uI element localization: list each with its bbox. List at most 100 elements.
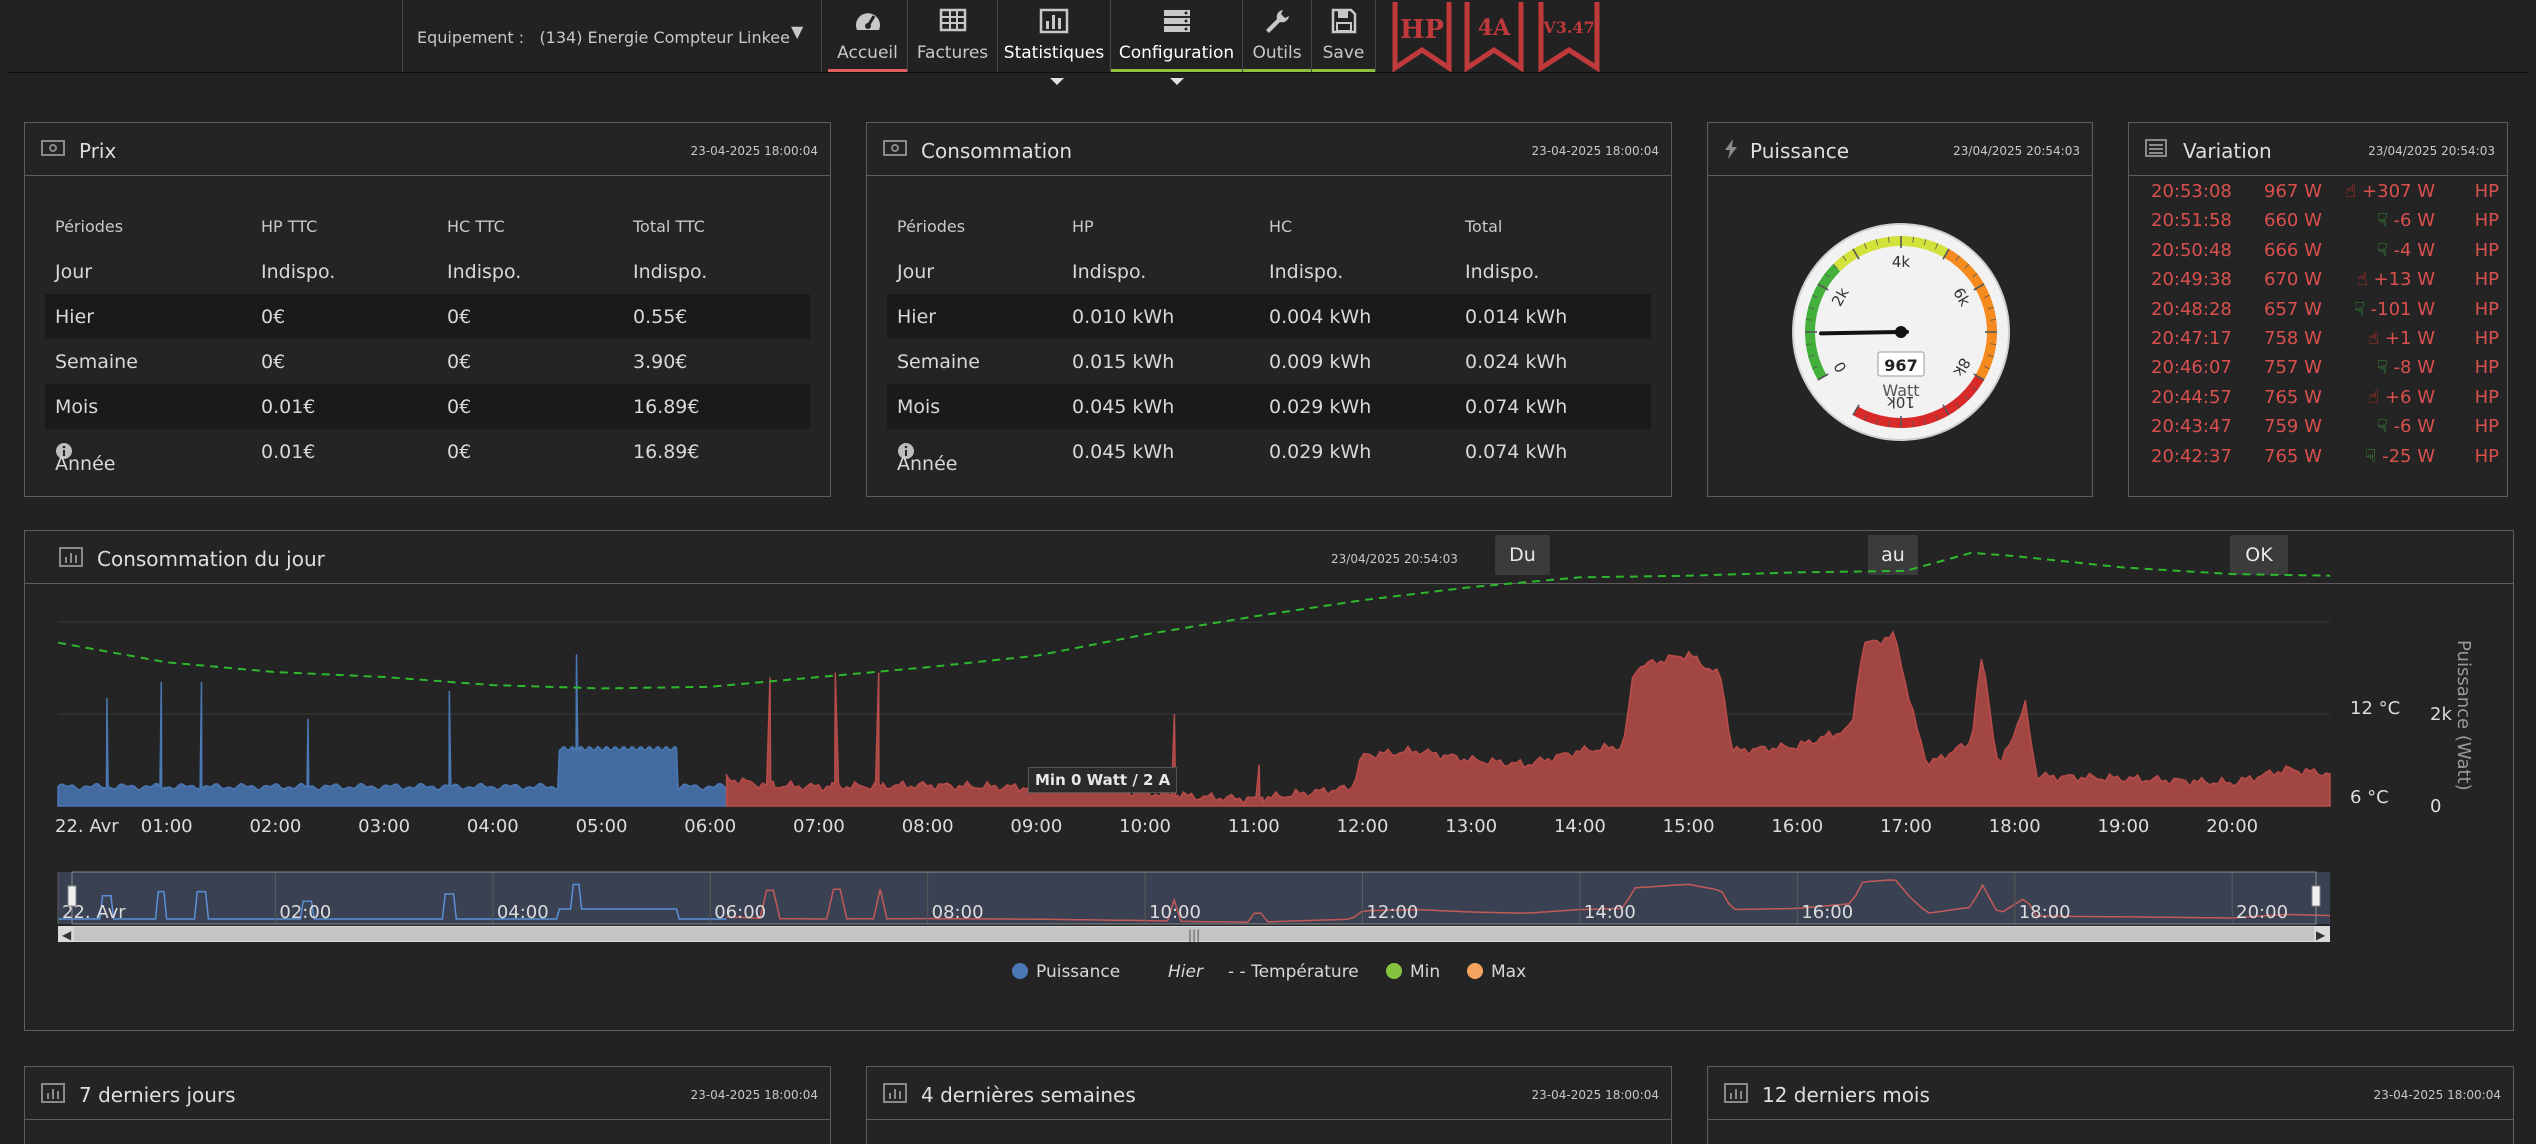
variation-watt: 670 W: [2264, 269, 2322, 291]
scroll-right-icon[interactable]: ▶: [2316, 928, 2326, 942]
navigator-tick-label: 14:00: [1584, 902, 1636, 923]
badge-label: 4A: [1478, 15, 1511, 41]
variation-delta: ☟ -25 W: [2365, 446, 2435, 467]
bar-chart-icon: [41, 1083, 65, 1103]
variation-time: 20:43:47: [2151, 416, 2232, 438]
navigator-handle[interactable]: [67, 885, 77, 907]
variation-row: 20:43:47 759 W ☟ -6 W HP: [2129, 413, 2507, 442]
gauge-tick: [1990, 319, 1997, 321]
variation-row: 20:48:28 657 W ☟ -101 W HP: [2129, 296, 2507, 325]
nav-button-configuration[interactable]: Configuration: [1111, 0, 1243, 72]
nav-button-statistiques[interactable]: Statistiques: [998, 0, 1111, 72]
info-icon[interactable]: [55, 442, 73, 460]
hand-down-icon: ☟: [2353, 298, 2365, 320]
x-tick-label: 19:00: [2098, 816, 2150, 837]
variation-time: 20:50:48: [2151, 239, 2232, 261]
panel-title: Prix: [79, 139, 117, 163]
navigator-handle[interactable]: [2311, 885, 2321, 907]
nav-button-save[interactable]: Save: [1312, 0, 1376, 72]
table-cell: Mois: [897, 396, 941, 418]
save-icon: [1312, 8, 1375, 36]
navigator-tick-label: 20:00: [2236, 902, 2288, 923]
table-cell: 0.074 kWh: [1465, 441, 1568, 463]
table-header: Périodes HP TTC HC TTC Total TTC: [45, 213, 810, 249]
gauge-tick: [1987, 306, 1994, 310]
ok-button[interactable]: OK: [2230, 535, 2288, 575]
chart-navigator[interactable]: 22. Avr 02:00 04:00 06:00 08:00 10:00 12:00 14:…: [57, 871, 2331, 942]
caret-down-icon: [1170, 78, 1184, 85]
column-header: HC TTC: [447, 217, 505, 236]
bar-chart-icon: [59, 547, 83, 567]
intensity-badge: 4A: [1464, 2, 1524, 76]
x-tick-label: 13:00: [1445, 816, 1497, 837]
table-row: Année 0.01€ 0€ 16.89€: [45, 429, 810, 475]
bar-chart-icon: [998, 8, 1110, 36]
column-header: Total: [1465, 217, 1503, 236]
legend-label: Max: [1491, 962, 1527, 982]
equipment-selector[interactable]: Equipement : (134) Energie Compteur Link…: [402, 0, 822, 72]
consommation-table: Périodes HP HC Total Jour Indispo. Indispo…: [887, 213, 1651, 475]
variation-list: 20:53:08 967 W ☝ +307 W HP 20:51:58 660 W ☟ -6…: [2129, 178, 2507, 472]
badge-label: HP: [1400, 15, 1444, 45]
hand-down-icon: ☟: [2376, 239, 2388, 261]
table-row: Jour Indispo. Indispo. Indispo.: [45, 249, 810, 294]
variation-row: 20:51:58 660 W ☟ -6 W HP: [2129, 207, 2507, 236]
gauge-tick-label: 4k: [1892, 253, 1911, 271]
legend-hier[interactable]: Hier: [1168, 962, 1203, 982]
gauge-band: [1944, 248, 1997, 380]
table-cell: Indispo.: [1269, 261, 1344, 283]
table-cell: 0€: [447, 396, 472, 418]
panel-title: Consommation du jour: [97, 547, 325, 571]
navigator-tick-label: 02:00: [279, 902, 331, 923]
scrollbar-thumb[interactable]: [74, 927, 2314, 941]
du-button[interactable]: Du: [1495, 535, 1550, 575]
variation-delta-value: +6 W: [2379, 386, 2435, 408]
hand-up-icon: ☝: [2345, 181, 2357, 202]
variation-delta-value: -6 W: [2387, 210, 2435, 232]
column-header: HC: [1269, 217, 1293, 236]
list-icon: [2145, 139, 2167, 157]
table-row: Mois 0.045 kWh 0.029 kWh 0.074 kWh: [887, 384, 1651, 429]
au-button[interactable]: au: [1868, 535, 1918, 575]
navigator-tick-label: 12:00: [1366, 902, 1418, 923]
legend-temperature[interactable]: - - Température: [1228, 962, 1359, 982]
nav-button-outils[interactable]: Outils: [1243, 0, 1312, 72]
variation-delta: ☟ -101 W: [2354, 299, 2435, 320]
gauge-bands: [1805, 236, 1997, 428]
variation-delta-value: +13 W: [2367, 269, 2435, 291]
table-cell: 0.01€: [261, 441, 316, 463]
x-tick-label: 06:00: [684, 816, 736, 837]
tarif-badge: HP: [1392, 2, 1452, 76]
gauge-tick: [1923, 239, 1927, 246]
variation-delta: ☟ -6 W: [2377, 210, 2435, 231]
panel-date: 23/04/2025 20:54:03: [1331, 552, 1458, 566]
gauge-tick: [1973, 283, 1985, 291]
power-area-hc: [57, 654, 728, 807]
navigator-tick-label: 06:00: [714, 902, 766, 923]
x-tick-label: 14:00: [1554, 816, 1606, 837]
variation-delta: ☟ -6 W: [2377, 416, 2435, 437]
panel-date: 23/04/2025 20:54:03: [2368, 144, 2495, 158]
nav-button-accueil[interactable]: Accueil: [828, 0, 908, 72]
legend-max[interactable]: Max: [1467, 962, 1526, 982]
variation-delta: ☟ -8 W: [2377, 357, 2435, 378]
gauge-tick: [1812, 366, 1819, 370]
table-cell: 0.029 kWh: [1269, 396, 1372, 418]
gauge-needle: [1819, 329, 1909, 336]
x-tick-label: 07:00: [793, 816, 845, 837]
legend-min[interactable]: Min: [1386, 962, 1440, 982]
scroll-grip-icon[interactable]: |||: [1188, 928, 1200, 942]
navigator-tick-label: 10:00: [1149, 902, 1201, 923]
navigator-window[interactable]: [58, 872, 2330, 924]
scroll-left-icon[interactable]: ◀: [62, 928, 72, 942]
info-icon[interactable]: [897, 442, 915, 460]
table-cell: 0.55€: [633, 306, 688, 328]
table-cell: 0.015 kWh: [1072, 351, 1175, 373]
navigator-tick-label: 16:00: [1801, 902, 1853, 923]
variation-delta-value: +1 W: [2379, 327, 2435, 349]
y-temp-tick-label: 12 °C: [2350, 698, 2400, 719]
legend-puissance[interactable]: Puissance: [1012, 962, 1120, 982]
bolt-icon: [1725, 139, 1737, 159]
nav-button-factures[interactable]: Factures: [908, 0, 998, 72]
